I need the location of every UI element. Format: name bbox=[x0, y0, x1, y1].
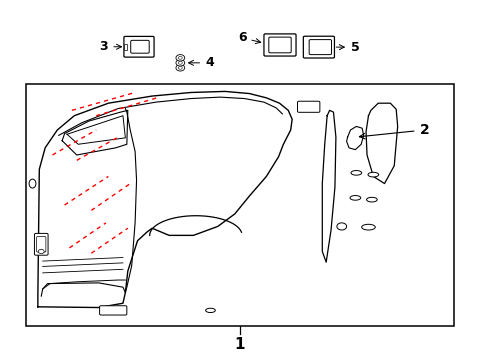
Circle shape bbox=[178, 62, 182, 64]
Ellipse shape bbox=[29, 179, 36, 188]
Ellipse shape bbox=[361, 224, 374, 230]
Ellipse shape bbox=[205, 308, 215, 312]
FancyBboxPatch shape bbox=[308, 40, 331, 55]
FancyBboxPatch shape bbox=[264, 34, 295, 56]
Circle shape bbox=[176, 60, 184, 66]
Ellipse shape bbox=[350, 171, 361, 175]
Circle shape bbox=[336, 223, 346, 230]
Text: 5: 5 bbox=[336, 41, 359, 54]
Text: 1: 1 bbox=[234, 337, 244, 352]
FancyBboxPatch shape bbox=[303, 36, 334, 58]
FancyBboxPatch shape bbox=[34, 233, 48, 255]
Polygon shape bbox=[322, 111, 335, 262]
Circle shape bbox=[38, 249, 44, 253]
Circle shape bbox=[176, 64, 184, 71]
Polygon shape bbox=[346, 126, 363, 150]
Bar bbox=[26, 84, 453, 327]
Text: 4: 4 bbox=[188, 56, 213, 69]
Text: 6: 6 bbox=[237, 31, 260, 44]
FancyBboxPatch shape bbox=[100, 306, 126, 315]
FancyBboxPatch shape bbox=[297, 101, 319, 112]
FancyBboxPatch shape bbox=[130, 40, 149, 53]
Text: 3: 3 bbox=[100, 40, 121, 53]
Ellipse shape bbox=[349, 195, 360, 200]
Ellipse shape bbox=[366, 197, 376, 202]
Circle shape bbox=[178, 66, 182, 69]
FancyBboxPatch shape bbox=[37, 237, 46, 252]
Bar bbox=[124, 44, 127, 50]
Polygon shape bbox=[366, 103, 397, 184]
FancyBboxPatch shape bbox=[123, 36, 154, 57]
Circle shape bbox=[178, 57, 182, 59]
Text: 2: 2 bbox=[359, 123, 428, 139]
FancyBboxPatch shape bbox=[268, 37, 290, 53]
Ellipse shape bbox=[367, 172, 378, 177]
Circle shape bbox=[176, 55, 184, 61]
